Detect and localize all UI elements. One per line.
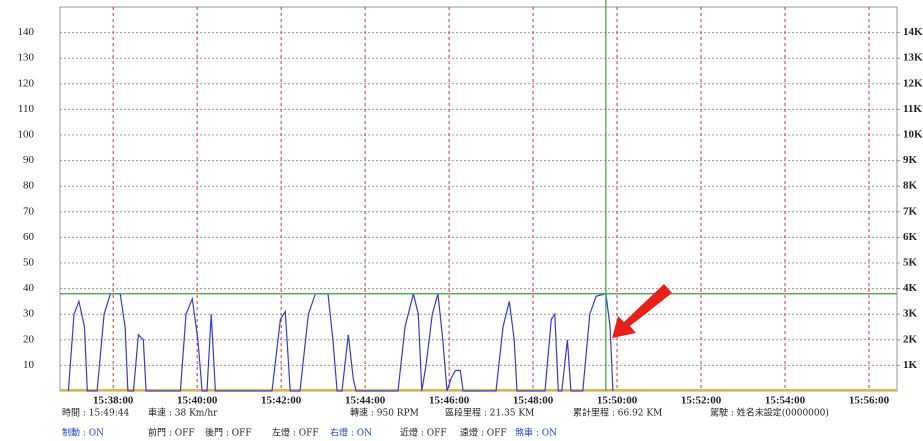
y-tick-label: 20 — [23, 333, 35, 345]
y2-tick-label: 4K — [903, 282, 918, 294]
status-item: 煞車 : ON — [515, 427, 557, 439]
x-tick-label: 15:38:00 — [93, 395, 134, 407]
y-tick-label: 30 — [23, 308, 35, 320]
y2-tick-label: 10K — [903, 129, 923, 141]
y-tick-label: 60 — [23, 231, 35, 243]
y2-tick-label: 9K — [903, 154, 918, 166]
status-item: 區段里程 : 21.35 KM — [445, 407, 534, 419]
y-tick-label: 40 — [23, 282, 35, 294]
x-tick-label: 15:56:00 — [849, 395, 890, 407]
x-tick-label: 15:44:00 — [345, 395, 386, 407]
y2-tick-label: 5K — [903, 257, 918, 269]
y2-tick-label: 8K — [903, 180, 918, 192]
y2-tick-label: 2K — [903, 333, 918, 345]
y-tick-label: 120 — [18, 77, 35, 89]
y2-tick-label: 13K — [903, 52, 923, 64]
plot-area — [59, 6, 898, 392]
y-tick-label: 110 — [18, 103, 35, 115]
x-tick-label: 15:48:00 — [513, 395, 554, 407]
status-item: 時間 : 15:49:44 — [62, 408, 129, 419]
line-series — [67, 292, 614, 392]
status-item: 遠燈 : OFF — [460, 427, 507, 439]
status-item: 車速 : 38 Km/hr — [148, 407, 218, 419]
y-tick-label: 100 — [18, 129, 35, 141]
y-tick-label: 50 — [23, 257, 35, 269]
y-tick-label: 70 — [23, 205, 35, 217]
status-item: 近燈 : OFF — [400, 427, 447, 439]
y-tick-label: 140 — [18, 26, 35, 38]
y2-tick-label: 7K — [903, 205, 918, 217]
y-tick-label: 10 — [23, 359, 35, 371]
x-tick-label: 15:50:00 — [597, 395, 638, 407]
status-item: 轉速 : 950 RPM — [350, 407, 419, 419]
arrow — [612, 284, 672, 338]
y2-tick-label: 12K — [903, 77, 923, 89]
status-item: 駕駛 : 姓名未設定(0000000) — [710, 407, 829, 419]
y2-tick-label: 1K — [903, 359, 918, 371]
x-tick-label: 15:54:00 — [765, 395, 806, 407]
status-item: 後門 : OFF — [205, 427, 252, 439]
status-item: 前門 : OFF — [148, 427, 195, 439]
y-tick-label: 90 — [23, 154, 35, 166]
y2-tick-label: 14K — [903, 26, 923, 38]
status-item: 累計里程 : 66.92 KM — [573, 407, 662, 419]
y2-tick-label: 3K — [903, 308, 918, 320]
x-tick-label: 15:46:00 — [429, 395, 470, 407]
status-item: 制動 : ON — [62, 427, 104, 439]
y-tick-label: 80 — [23, 180, 35, 192]
x-tick-label: 15:40:00 — [177, 395, 218, 407]
status-item: 左燈 : OFF — [272, 427, 319, 439]
status-item: 右燈 : ON — [330, 427, 372, 439]
x-tick-label: 15:42:00 — [261, 395, 302, 407]
x-tick-label: 15:52:00 — [681, 395, 722, 407]
y-tick-label: 130 — [18, 52, 35, 64]
y2-tick-label: 11K — [903, 103, 922, 115]
y2-tick-label: 6K — [903, 231, 918, 243]
